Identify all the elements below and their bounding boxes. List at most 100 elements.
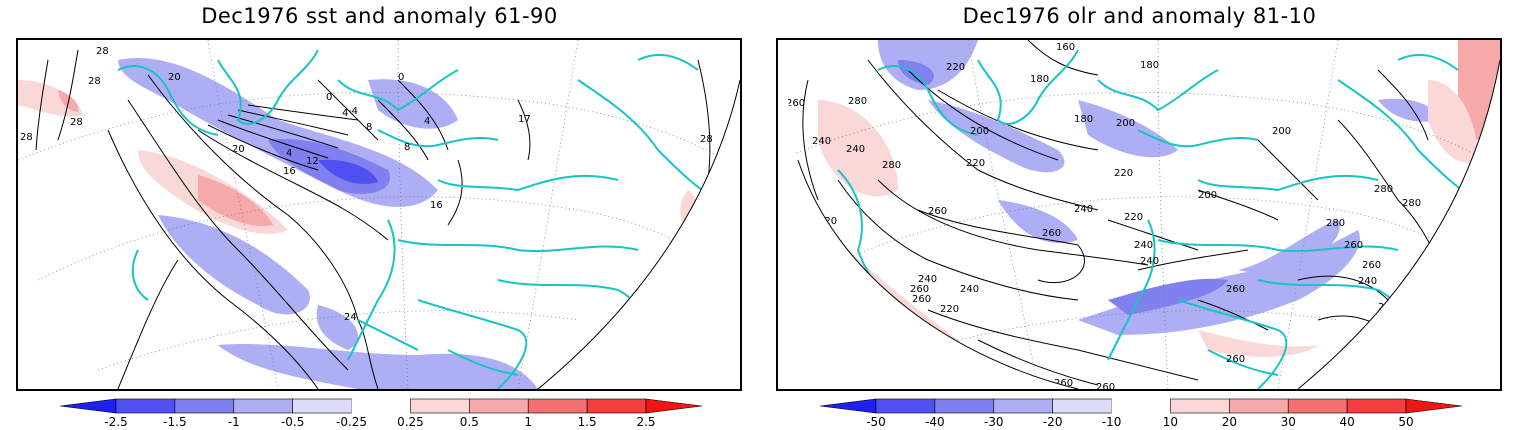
colorbar-tick-label: -20 xyxy=(1042,415,1063,429)
colorbar-swatch xyxy=(1346,398,1407,414)
contour-label: 260 xyxy=(1096,382,1115,389)
contour-label: 200 xyxy=(1198,190,1217,201)
sst-map: 28 28 28 28 20 20 16 12 4 4 0 0 -4 4 8 8… xyxy=(16,38,742,391)
colorbar-tick-label: -1 xyxy=(227,415,240,429)
colorbar-swatch xyxy=(469,398,529,414)
anomaly-blue-region xyxy=(998,200,1078,244)
contour-label: 240 xyxy=(1134,240,1153,251)
anomaly-blue-region xyxy=(1108,278,1228,315)
contour-label: 280 xyxy=(848,96,867,107)
colorbar-tick-label: -2.5 xyxy=(104,415,128,429)
anomaly-blue-region xyxy=(928,100,1065,173)
sst-colorbar: -2.5 -1.5 -1 -0.5 -0.25 0.25 0.5 1 1.5 2.5 xyxy=(60,398,702,429)
contour-label: 180 xyxy=(1140,60,1159,71)
contour-label: 8 xyxy=(404,142,410,153)
contour-label: 4 xyxy=(342,108,348,119)
contour-label: 280 xyxy=(1402,198,1421,209)
colorbar-swatch xyxy=(1052,398,1112,414)
contour-label: 180 xyxy=(1030,74,1049,85)
contour-label: 28 xyxy=(700,134,713,145)
colorbar-swatches xyxy=(820,398,1462,414)
contour-label: 280 xyxy=(1326,218,1345,229)
colorbar-swatch xyxy=(351,399,411,413)
contour-label: 220 xyxy=(966,158,985,169)
anomaly-blue-region xyxy=(878,40,978,90)
anomaly-red-region xyxy=(1198,330,1318,357)
contour-label: 4 xyxy=(424,116,430,127)
contour-label: 220 xyxy=(1124,212,1143,223)
anomaly-blue-region xyxy=(898,60,934,85)
contour-label: 260 xyxy=(910,284,929,295)
contour-label: 260 xyxy=(1042,228,1061,239)
contour-label: 240 xyxy=(1140,256,1159,267)
colorbar-tick-label: -50 xyxy=(866,415,886,429)
colorbar-swatch xyxy=(292,398,352,414)
contour-label: 220 xyxy=(940,304,959,315)
contour-label: 28 xyxy=(88,76,101,87)
anomaly-blue-region xyxy=(316,305,358,350)
contour-label: 28 xyxy=(96,46,109,57)
contour-label: 20 xyxy=(232,144,245,155)
contour-label: 260 xyxy=(912,294,931,305)
contour-label: 20 xyxy=(168,72,181,83)
colorbar-tick-label: 40 xyxy=(1339,415,1355,429)
colorbar-swatch xyxy=(645,398,702,414)
sst-contour-labels: 28 28 28 28 20 20 16 12 4 4 0 0 -4 4 8 8… xyxy=(20,46,713,323)
anomaly-blue-region xyxy=(1378,98,1438,122)
colorbar-swatch xyxy=(820,398,877,414)
contour-label: 220 xyxy=(946,62,965,73)
contour-label: 180 xyxy=(1074,114,1093,125)
colorbar-swatch xyxy=(527,398,588,414)
colorbar-swatch xyxy=(233,398,293,414)
contour-label: 200 xyxy=(1116,118,1135,129)
contour-label: 280 xyxy=(882,160,901,171)
panel-title-sst: Dec1976 sst and anomaly 61-90 xyxy=(201,4,558,28)
colorbar-swatch xyxy=(1229,398,1289,414)
contour-label: 260 xyxy=(786,98,805,109)
contour-label: 240 xyxy=(918,274,937,285)
contour-label: 8 xyxy=(366,122,372,133)
colorbar-tick-label: -1.5 xyxy=(163,415,187,429)
colorbar-swatch xyxy=(1111,399,1171,413)
olr-colorbar: -50 -40 -30 -20 -10 10 20 30 40 50 xyxy=(820,398,1462,429)
colorbar-tick-label: 0.25 xyxy=(397,415,424,429)
map-boundary-arc xyxy=(797,59,1500,389)
contour-label: 0 xyxy=(398,72,404,83)
contour-label: 28 xyxy=(20,132,33,143)
contour-label: 16 xyxy=(430,200,443,211)
anomaly-red-region xyxy=(198,175,273,226)
anomaly-blue-region xyxy=(318,159,378,184)
olr-map-canvas: 160 220 180 180 180 200 200 240 260 280 … xyxy=(778,40,1500,389)
colorbar-tick-label: 0.5 xyxy=(459,415,479,429)
colorbar-swatch xyxy=(410,398,470,414)
anomaly-blue-region xyxy=(368,79,458,129)
anomaly-red-region xyxy=(838,240,969,364)
contour-label: 220 xyxy=(1114,168,1133,179)
contour-label: 260 xyxy=(1226,354,1245,365)
anomaly-blue-region xyxy=(218,343,538,389)
colorbar-swatch xyxy=(174,398,235,414)
contour-label: 17 xyxy=(518,114,531,125)
contour-label: 220 xyxy=(1378,302,1397,313)
colorbar-swatch xyxy=(875,398,936,414)
colorbar-tick-label: 50 xyxy=(1398,415,1414,429)
contour-label: 260 xyxy=(1054,378,1073,389)
anomaly-red-region xyxy=(680,190,698,225)
colorbar-tick-label: 2.5 xyxy=(636,415,656,429)
contour-label: -4 xyxy=(348,106,358,117)
contour-label: 16 xyxy=(283,166,296,177)
colorbar-swatch xyxy=(115,398,176,414)
colorbar-tick-label: -0.5 xyxy=(280,415,305,429)
colorbar-tick-label: -10 xyxy=(1101,415,1122,429)
anomaly-blue-region xyxy=(158,215,310,315)
anomaly-red-region xyxy=(1428,80,1478,163)
colorbar-tick-label: 1 xyxy=(524,415,533,429)
anomaly-red-region xyxy=(18,80,83,117)
olr-map: 160 220 180 180 180 200 200 240 260 280 … xyxy=(776,38,1502,391)
colorbar-tick-label: 30 xyxy=(1280,415,1296,429)
map-boundary-arc xyxy=(537,79,740,389)
colorbar-swatch xyxy=(1170,398,1230,414)
contour-label: 260 xyxy=(1362,260,1381,271)
colorbar-tick-label: 1.5 xyxy=(577,415,597,429)
colorbar-swatch xyxy=(1405,398,1462,414)
